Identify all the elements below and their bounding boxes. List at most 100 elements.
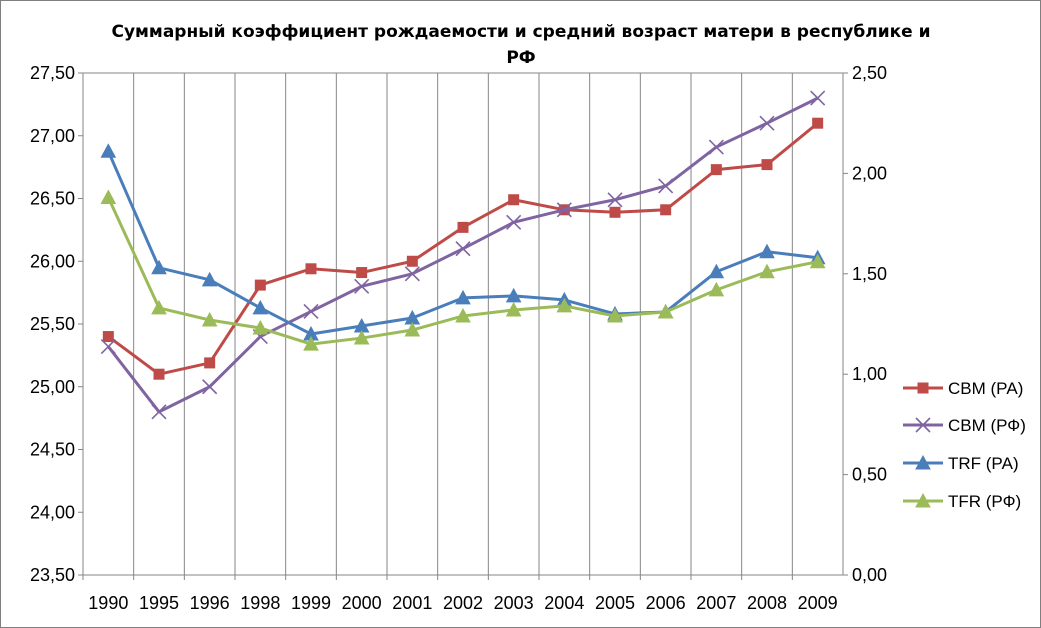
chart-title: Суммарный коэффициент рождаемости и сред… <box>111 22 931 68</box>
legend-item: СВМ (РФ) <box>903 416 1026 435</box>
data-point <box>100 339 116 355</box>
x-tick-label: 2008 <box>747 593 787 613</box>
data-point <box>556 297 573 313</box>
data-point <box>100 189 117 204</box>
data-point <box>660 204 672 216</box>
y-left-tick-label: 25,50 <box>30 314 75 334</box>
data-point <box>151 259 167 275</box>
data-point <box>153 368 165 380</box>
series-2 <box>100 90 826 420</box>
data-point <box>404 266 420 282</box>
data-point <box>708 139 724 155</box>
data-point <box>303 336 319 351</box>
y-left-tick-label: 25,00 <box>30 377 75 397</box>
series-4 <box>100 189 826 351</box>
x-tick-label: 1990 <box>88 593 128 613</box>
data-point <box>809 253 826 269</box>
data-point <box>609 206 621 218</box>
legend-label: TRF (РА) <box>948 454 1019 473</box>
x-tick-label: 2007 <box>696 593 736 613</box>
y-left-tick-label: 27,50 <box>30 63 75 83</box>
x-tick-label: 2004 <box>544 593 584 613</box>
data-point <box>303 303 319 320</box>
series-line <box>106 150 818 336</box>
y-right-tick-label: 1,00 <box>852 364 887 384</box>
data-point <box>915 454 931 470</box>
data-point <box>761 159 773 171</box>
data-point <box>917 382 929 394</box>
legend-label: СВМ (РА) <box>948 379 1023 398</box>
x-tick-label: 2009 <box>798 593 838 613</box>
data-point <box>810 90 826 106</box>
data-point <box>201 271 218 287</box>
data-point <box>658 178 674 194</box>
x-tick-label: 1999 <box>291 593 331 613</box>
data-point <box>151 299 167 315</box>
legend-label: TFR (РФ) <box>948 492 1021 511</box>
y-left-tick-label: 26,00 <box>30 251 75 271</box>
y-left-tick-label: 26,50 <box>30 189 75 209</box>
x-tick-label: 2003 <box>494 593 534 613</box>
y-right-tick-label: 0,00 <box>852 565 887 585</box>
data-point <box>457 221 469 233</box>
data-point <box>759 263 775 279</box>
y-left-tick-label: 23,50 <box>30 565 75 585</box>
data-point <box>710 164 722 176</box>
data-point <box>607 192 623 208</box>
data-point <box>254 279 266 291</box>
data-point <box>708 281 725 297</box>
x-tick-label: 1996 <box>190 593 230 613</box>
y-left-tick-label: 27,00 <box>30 126 75 146</box>
data-point <box>404 321 421 337</box>
data-point <box>455 289 471 305</box>
data-point <box>201 311 218 327</box>
x-tick-label: 2000 <box>342 593 382 613</box>
data-point <box>607 307 623 323</box>
x-tick-label: 2001 <box>392 593 432 613</box>
data-point <box>100 143 117 158</box>
data-point <box>759 243 775 259</box>
data-point <box>202 379 218 395</box>
x-tick-label: 1995 <box>139 593 179 613</box>
data-point <box>708 263 725 279</box>
y-left-tick-label: 24,50 <box>30 440 75 460</box>
data-point <box>354 278 370 294</box>
data-point <box>556 202 572 218</box>
legend: СВМ (РА) СВМ (РФ) TRF (РА) TFR (РФ) <box>903 379 1026 511</box>
data-point <box>508 194 520 206</box>
y-left-tick-label: 24,00 <box>30 502 75 522</box>
data-point <box>252 319 269 335</box>
y-right-tick-label: 1,50 <box>852 264 887 284</box>
x-tick-label: 2005 <box>595 593 635 613</box>
data-point <box>455 307 471 323</box>
legend-item: TFR (РФ) <box>903 492 1021 511</box>
data-point <box>915 417 931 433</box>
x-tick-label: 1998 <box>240 593 280 613</box>
legend-item: СВМ (РА) <box>903 379 1023 398</box>
legend-item: TRF (РА) <box>903 454 1019 473</box>
data-point <box>455 241 471 257</box>
x-tick-label: 2006 <box>646 593 686 613</box>
y-right-tick-label: 0,50 <box>852 465 887 485</box>
data-point <box>759 115 775 131</box>
y-right-tick-label: 2,00 <box>852 163 887 183</box>
data-point <box>812 117 824 129</box>
data-point <box>506 214 522 230</box>
legend-label: СВМ (РФ) <box>948 416 1026 435</box>
data-point <box>505 301 522 317</box>
y-right-tick-label: 2,50 <box>852 63 887 83</box>
x-tick-label: 2002 <box>443 593 483 613</box>
data-point <box>151 404 167 420</box>
data-point <box>406 255 418 267</box>
data-point <box>505 287 522 303</box>
data-point <box>204 357 216 369</box>
data-point <box>252 299 269 315</box>
data-point <box>305 263 317 275</box>
data-point <box>356 267 368 279</box>
data-point <box>657 303 674 319</box>
data-point <box>915 492 931 508</box>
data-point <box>353 330 370 345</box>
data-point <box>102 331 114 343</box>
